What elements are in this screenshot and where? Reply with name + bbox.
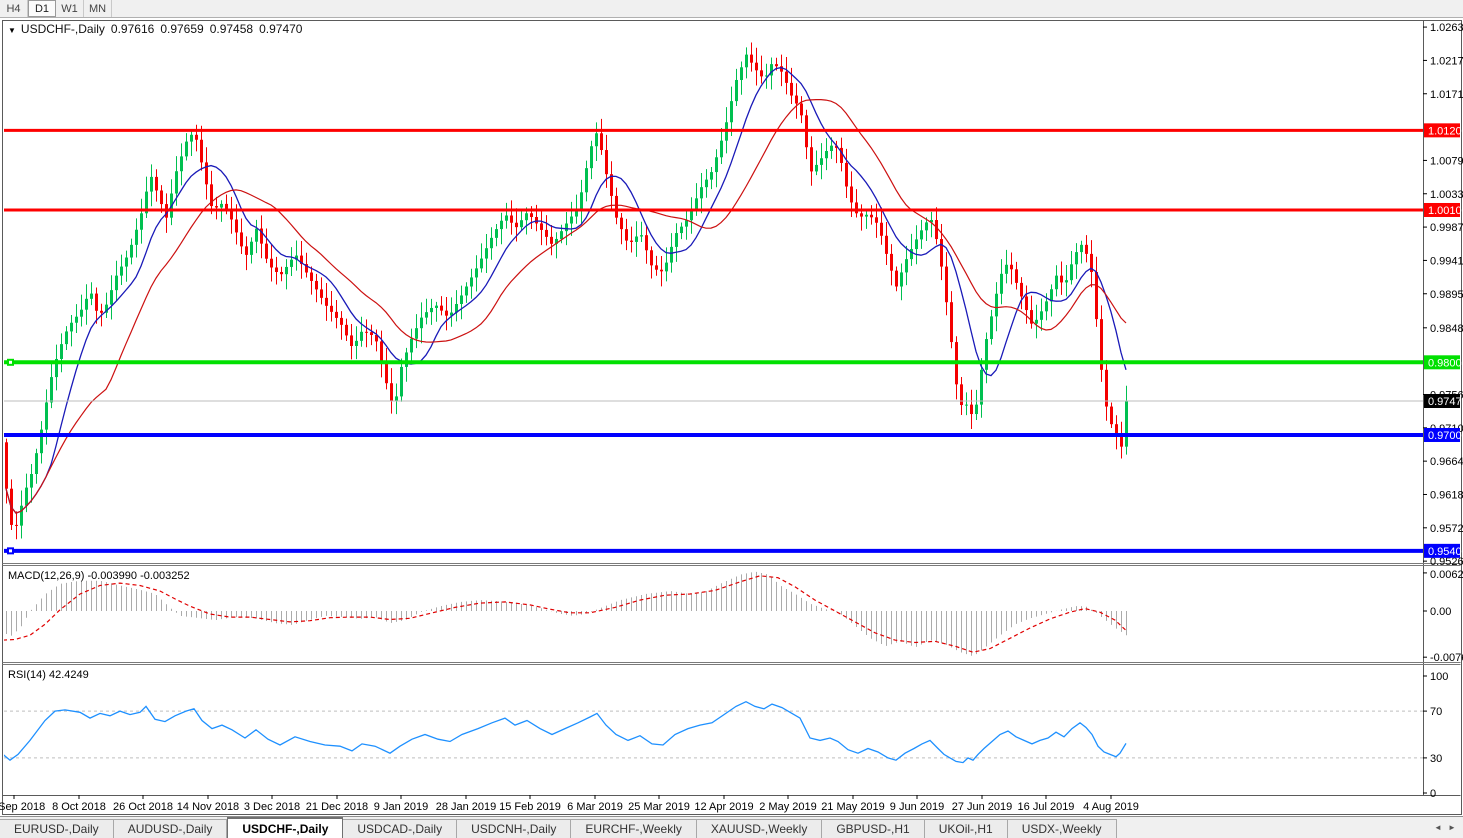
level-line-0.97001[interactable]: 0.97001	[4, 427, 1463, 442]
svg-text:9 Jun 2019: 9 Jun 2019	[890, 801, 944, 813]
period-toolbar: H4 D1 W1 MN	[0, 0, 1463, 18]
chart-tab-bar: EURUSD-,Daily AUDUSD-,Daily USDCHF-,Daily U…	[0, 816, 1463, 838]
level-line-0.98004[interactable]: 0.98004	[4, 355, 1463, 370]
svg-text:MACD(12,26,9) -0.003990 -0.003: MACD(12,26,9) -0.003990 -0.003252	[8, 570, 190, 582]
macd-axis: 0.006286 0.00 -0.00762	[1423, 569, 1463, 664]
svg-text:0.97001: 0.97001	[1428, 430, 1463, 442]
svg-text:1.02630: 1.02630	[1430, 22, 1463, 34]
ohlc-open-value: 0.97616	[110, 22, 155, 36]
tab-usdchf-daily[interactable]: USDCHF-,Daily	[227, 817, 344, 838]
period-button-h4[interactable]: H4	[0, 0, 28, 17]
chart-ohlc-header: ▼ USDCHF-,Daily 0.97616 0.97659 0.97458 0.974…	[8, 22, 302, 36]
svg-text:1.00790: 1.00790	[1430, 155, 1463, 167]
svg-text:0: 0	[1430, 788, 1436, 800]
svg-text:0.006286: 0.006286	[1430, 569, 1463, 581]
tab-eurchf-weekly[interactable]: EURCHF-,Weekly	[571, 819, 697, 838]
macd-histogram	[6, 571, 1127, 656]
tab-xauusd-weekly[interactable]: XAUUSD-,Weekly	[696, 819, 823, 838]
svg-text:25 Mar 2019: 25 Mar 2019	[628, 801, 690, 813]
svg-text:0.00: 0.00	[1430, 606, 1451, 618]
level-line-1.00106[interactable]: 1.00106	[4, 202, 1463, 217]
date-axis[interactable]: 19 Sep 2018 8 Oct 2018 26 Oct 2018 14 Nov 2…	[0, 795, 1139, 813]
svg-text:1.01205: 1.01205	[1428, 125, 1463, 137]
svg-text:8 Oct 2018: 8 Oct 2018	[52, 801, 106, 813]
svg-text:9 Jan 2019: 9 Jan 2019	[374, 801, 428, 813]
chart-symbol-period-label: USDCHF-,Daily	[20, 22, 105, 36]
svg-text:0.95402: 0.95402	[1428, 546, 1463, 558]
macd-label: MACD(12,26,9) -0.003990 -0.003252	[8, 570, 190, 582]
level-line-1.01205[interactable]: 1.01205	[4, 123, 1463, 138]
svg-text:2 May 2019: 2 May 2019	[759, 801, 816, 813]
tab-usdcad-daily[interactable]: USDCAD-,Daily	[343, 819, 458, 838]
svg-text:16 Jul 2019: 16 Jul 2019	[1018, 801, 1075, 813]
svg-text:0.98004: 0.98004	[1428, 357, 1463, 369]
period-button-w1[interactable]: W1	[56, 0, 84, 17]
svg-text:1.00106: 1.00106	[1428, 205, 1463, 217]
tab-audusd-daily[interactable]: AUDUSD-,Daily	[113, 819, 228, 838]
svg-text:0.97470: 0.97470	[1428, 396, 1463, 408]
tab-scrollers: ◄ ►	[1431, 817, 1463, 838]
svg-text:19 Sep 2018: 19 Sep 2018	[0, 801, 45, 813]
svg-text:21 Dec 2018: 21 Dec 2018	[306, 801, 368, 813]
ohlc-close-value: 0.97470	[259, 22, 303, 36]
svg-text:15 Feb 2019: 15 Feb 2019	[499, 801, 561, 813]
period-button-mn[interactable]: MN	[84, 0, 112, 17]
candlestick-series	[5, 42, 1128, 540]
svg-text:21 May 2019: 21 May 2019	[821, 801, 885, 813]
svg-text:26 Oct 2018: 26 Oct 2018	[113, 801, 173, 813]
svg-text:6 Mar 2019: 6 Mar 2019	[567, 801, 623, 813]
ohlc-high-value: 0.97659	[160, 22, 204, 36]
chart-expand-arrow-icon[interactable]: ▼	[8, 26, 16, 35]
svg-text:100: 100	[1430, 671, 1448, 683]
svg-text:30: 30	[1430, 753, 1442, 765]
rsi-axis: 100 70 30 0	[1423, 671, 1448, 800]
svg-text:70: 70	[1430, 706, 1442, 718]
svg-text:RSI(14) 42.4249: RSI(14) 42.4249	[8, 669, 89, 681]
macd-signal-line	[4, 575, 1127, 653]
svg-text:12 Apr 2019: 12 Apr 2019	[694, 801, 753, 813]
rsi-label: RSI(14) 42.4249	[8, 669, 89, 681]
svg-text:3 Dec 2018: 3 Dec 2018	[244, 801, 300, 813]
ma-slow-line	[5, 98, 1127, 514]
tab-eurusd-daily[interactable]: EURUSD-,Daily	[0, 819, 114, 838]
ohlc-low-value: 0.97458	[209, 22, 254, 36]
svg-text:1.01710: 1.01710	[1430, 89, 1463, 101]
chart-window: ▼ USDCHF-,Daily 0.97616 0.97659 0.97458 0.974…	[0, 18, 1463, 816]
tabs-scroll-left-button[interactable]: ◄	[1434, 823, 1442, 832]
tabs-scroll-right-button[interactable]: ►	[1448, 823, 1456, 832]
period-button-d1[interactable]: D1	[28, 0, 56, 17]
svg-text:27 Jun 2019: 27 Jun 2019	[952, 801, 1013, 813]
svg-text:4 Aug 2019: 4 Aug 2019	[1083, 801, 1139, 813]
svg-text:28 Jan 2019: 28 Jan 2019	[436, 801, 497, 813]
tab-gbpusd-h1[interactable]: GBPUSD-,H1	[822, 819, 925, 838]
svg-text:1.02170: 1.02170	[1430, 55, 1463, 67]
tab-ukoil-h1[interactable]: UKOil-,H1	[924, 819, 1008, 838]
svg-text:-0.00762: -0.00762	[1430, 652, 1463, 664]
svg-text:14 Nov 2018: 14 Nov 2018	[177, 801, 239, 813]
rsi-line	[4, 700, 1127, 764]
ma-fast-line	[5, 66, 1127, 514]
toolbar-spacer	[112, 0, 1463, 17]
level-line-0.95402[interactable]: 0.95402	[4, 543, 1463, 558]
current-price-badge: 0.97470	[1424, 394, 1463, 408]
tab-usdx-weekly[interactable]: USDX-,Weekly	[1007, 819, 1117, 838]
tab-usdcnh-daily[interactable]: USDCNH-,Daily	[457, 819, 572, 838]
